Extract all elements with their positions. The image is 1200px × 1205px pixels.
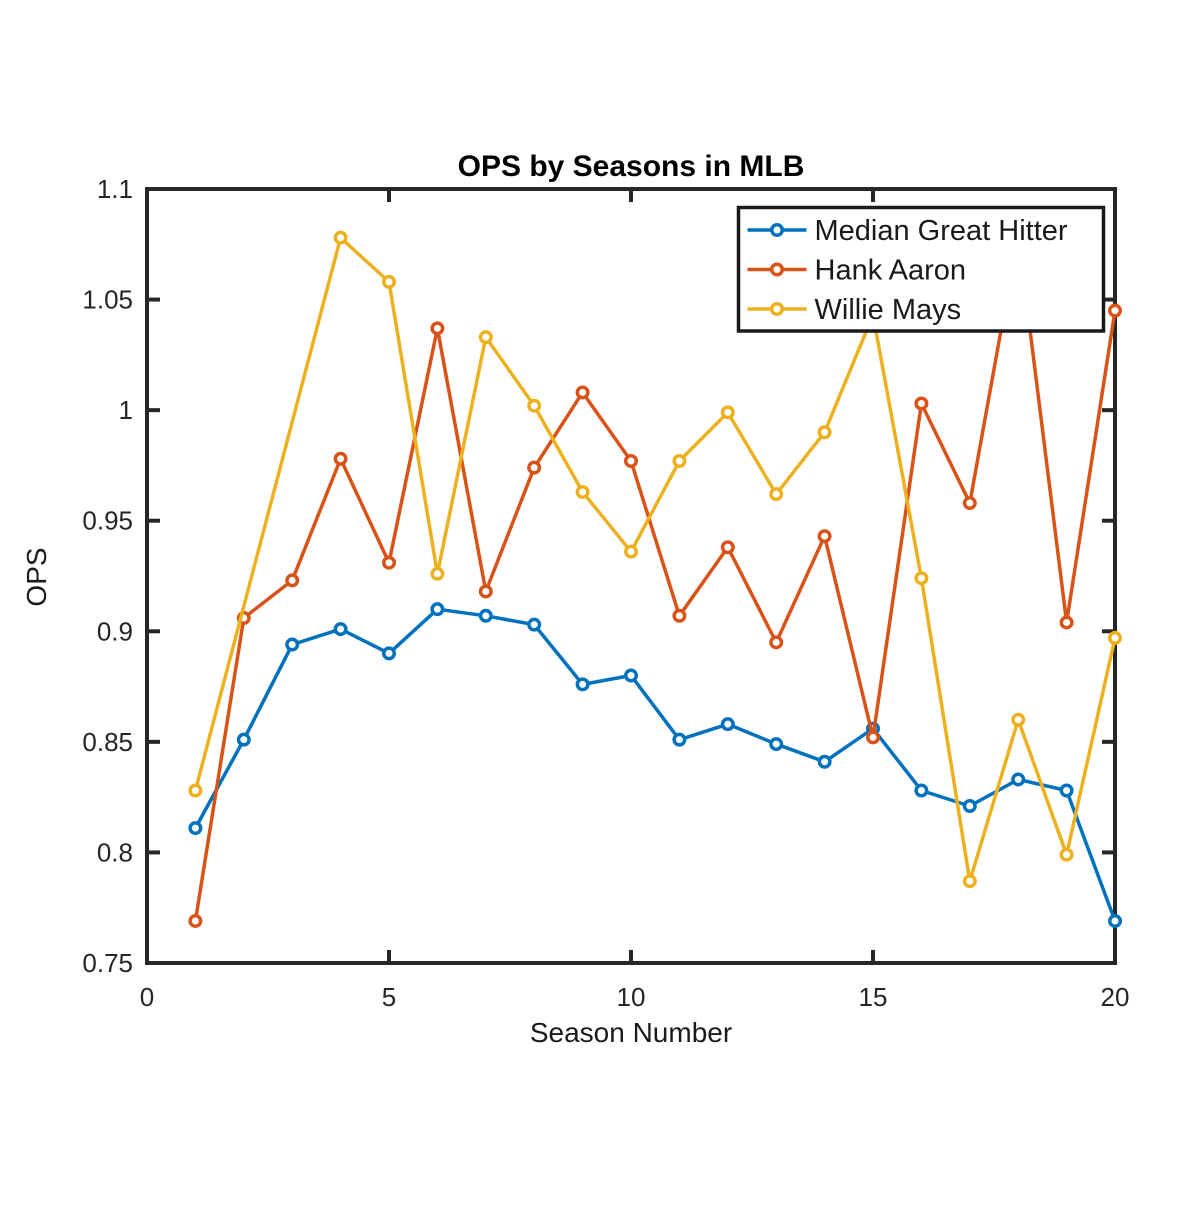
y-tick-label: 1: [119, 395, 133, 425]
x-tick-label: 15: [859, 982, 888, 1012]
data-point-median-great-hitter: [624, 668, 638, 683]
data-point-hank-aaron: [430, 321, 445, 336]
y-tick-label: 1.05: [82, 285, 133, 315]
data-point-hank-aaron: [720, 540, 735, 555]
data-point-median-great-hitter: [188, 821, 203, 836]
x-tick-label: 10: [617, 982, 646, 1012]
data-point-median-great-hitter: [1108, 913, 1122, 928]
data-point-median-great-hitter: [720, 717, 735, 732]
legend-item-hank-aaron: Hank Aaron: [747, 255, 967, 287]
data-point-median-great-hitter: [914, 783, 929, 798]
data-point-median-great-hitter: [769, 737, 784, 752]
data-point-willie-mays: [478, 330, 493, 345]
data-point-hank-aaron: [478, 584, 493, 599]
y-axis-label: OPS: [21, 547, 52, 606]
y-tick-label: 0.8: [97, 837, 133, 867]
data-point-hank-aaron: [1059, 615, 1074, 630]
x-tick-label: 20: [1101, 982, 1130, 1012]
data-point-willie-mays: [527, 398, 542, 413]
data-point-hank-aaron: [575, 385, 590, 400]
data-point-median-great-hitter: [1059, 783, 1074, 798]
data-point-median-great-hitter: [817, 754, 832, 769]
data-point-willie-mays: [624, 544, 638, 559]
data-point-willie-mays: [672, 454, 687, 469]
data-point-median-great-hitter: [575, 677, 590, 692]
data-point-willie-mays: [962, 874, 977, 889]
data-point-hank-aaron: [962, 496, 977, 511]
legend-label: Hank Aaron: [815, 255, 967, 287]
data-point-hank-aaron: [1108, 303, 1122, 318]
series-line-median-great-hitter: [193, 607, 1117, 922]
legend-label: Median Great Hitter: [815, 215, 1068, 247]
data-point-hank-aaron: [672, 608, 687, 623]
data-point-hank-aaron: [527, 460, 542, 475]
data-point-willie-mays: [1108, 630, 1122, 645]
data-point-hank-aaron: [914, 396, 929, 411]
data-point-willie-mays: [1059, 847, 1074, 862]
data-point-hank-aaron: [769, 635, 784, 650]
data-point-hank-aaron: [285, 573, 300, 588]
data-point-median-great-hitter: [236, 732, 251, 747]
y-tick-label: 1.1: [97, 174, 133, 204]
data-point-hank-aaron: [624, 454, 638, 469]
y-tick-label: 0.75: [82, 948, 133, 978]
data-point-willie-mays: [430, 566, 445, 581]
x-axis-label: Season Number: [530, 1017, 732, 1048]
axes-layer: 0 5 10 15 20 0.75 0.8 0.85 0.9 0.95 1 1.05 1.1: [82, 174, 1129, 1012]
series-line-willie-mays: [193, 235, 1117, 883]
data-point-hank-aaron: [188, 913, 203, 928]
data-point-hank-aaron: [866, 730, 880, 745]
data-point-median-great-hitter: [527, 617, 542, 632]
data-point-willie-mays: [382, 274, 396, 289]
data-point-willie-mays: [769, 487, 784, 502]
data-point-willie-mays: [1011, 712, 1026, 727]
legend-marker: [770, 223, 784, 237]
data-point-hank-aaron: [382, 555, 396, 570]
data-point-median-great-hitter: [285, 637, 300, 652]
data-point-willie-mays: [333, 230, 348, 245]
data-point-median-great-hitter: [382, 646, 396, 661]
legend-marker: [770, 262, 784, 277]
y-tick-label: 0.85: [82, 727, 133, 757]
y-tick-label: 0.9: [97, 616, 133, 646]
data-point-median-great-hitter: [430, 602, 445, 617]
series-layer: [188, 228, 1122, 928]
data-point-median-great-hitter: [333, 622, 348, 637]
data-point-willie-mays: [720, 405, 735, 420]
chart-title: OPS by Seasons in MLB: [458, 150, 805, 183]
legend: Median Great Hitter Hank Aaron Willie Mays: [736, 205, 1106, 333]
data-point-willie-mays: [575, 484, 590, 499]
data-point-median-great-hitter: [672, 732, 687, 747]
data-point-hank-aaron: [333, 451, 348, 466]
legend-item-willie-mays: Willie Mays: [747, 294, 962, 326]
data-point-hank-aaron: [817, 529, 832, 544]
data-point-median-great-hitter: [962, 798, 977, 813]
y-tick-label: 0.95: [82, 506, 133, 536]
x-tick-label: 0: [140, 982, 154, 1012]
data-point-willie-mays: [914, 571, 929, 586]
data-point-median-great-hitter: [478, 608, 493, 623]
legend-marker: [770, 302, 784, 316]
data-point-willie-mays: [817, 425, 832, 440]
legend-item-median-great-hitter: Median Great Hitter: [747, 215, 1068, 247]
data-point-willie-mays: [188, 783, 203, 798]
data-point-median-great-hitter: [1011, 772, 1026, 787]
x-tick-label: 5: [382, 982, 396, 1012]
legend-label: Willie Mays: [815, 294, 962, 326]
series-line-hank-aaron: [193, 233, 1117, 922]
